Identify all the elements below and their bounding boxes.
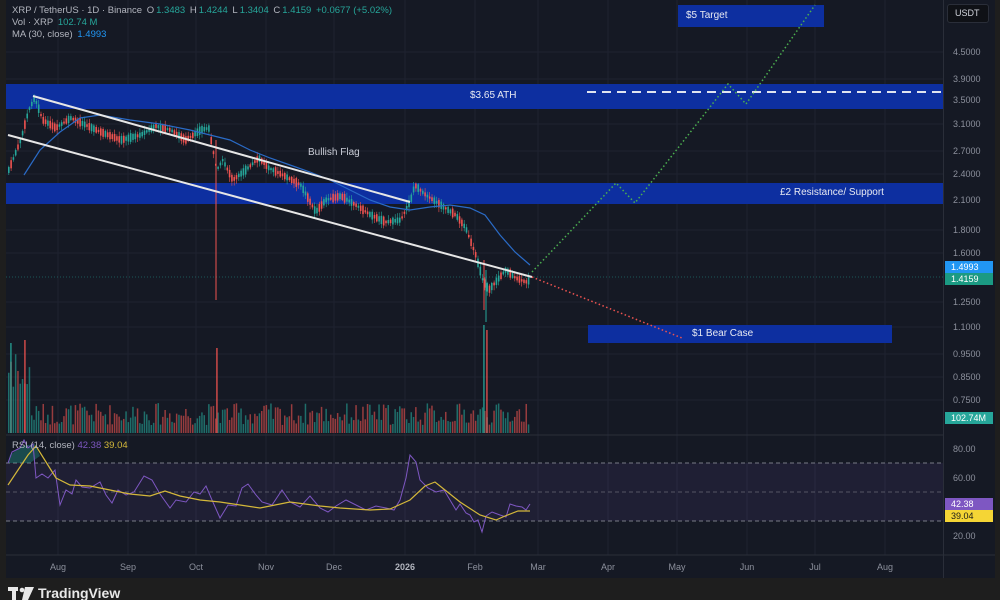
target-zone[interactable] bbox=[678, 5, 824, 27]
price-tick: 2.7000 bbox=[953, 146, 981, 156]
price-tick: 3.5000 bbox=[953, 95, 981, 105]
price-tick: 1.1000 bbox=[953, 322, 981, 332]
time-tick: Feb bbox=[467, 562, 483, 572]
time-tick: Apr bbox=[600, 562, 616, 572]
flag-lower-line[interactable] bbox=[7, 134, 533, 278]
time-tick: May bbox=[668, 562, 686, 572]
time-tick: Jul bbox=[809, 562, 821, 572]
footer bbox=[0, 578, 1000, 600]
rsi-line bbox=[7, 438, 531, 534]
price-tick: 0.9500 bbox=[953, 349, 981, 359]
bullish-flag-label[interactable]: Bullish Flag bbox=[308, 147, 360, 158]
price-tick: 0.7500 bbox=[953, 395, 981, 405]
rsi-legend-label[interactable]: RSI (14, close) bbox=[12, 440, 75, 451]
price-tick: 1.2500 bbox=[953, 297, 981, 307]
price-tick: 2.1000 bbox=[953, 195, 981, 205]
volume-bars[interactable] bbox=[8, 325, 530, 433]
price-tick: 3.9000 bbox=[953, 74, 981, 84]
ma-price-badge: 1.4993 bbox=[945, 261, 993, 273]
open-value: 1.3483 bbox=[156, 5, 186, 16]
price-tick: 4.5000 bbox=[953, 47, 981, 57]
rsi-tick: 20.00 bbox=[953, 531, 976, 541]
low-value: 1.3404 bbox=[239, 5, 269, 16]
time-tick: Nov bbox=[257, 562, 275, 572]
price-axis[interactable] bbox=[943, 0, 995, 578]
time-tick: Jun bbox=[739, 562, 755, 572]
bear-projection-path[interactable] bbox=[531, 276, 683, 339]
volume-legend-value: 102.74 M bbox=[57, 17, 98, 28]
bear-case-zone[interactable] bbox=[588, 325, 892, 343]
candlesticks[interactable] bbox=[8, 94, 530, 322]
ma-legend-label[interactable]: MA (30, close) bbox=[12, 29, 73, 40]
rsi-legend-value: 42.38 bbox=[77, 440, 102, 451]
rsi-tick: 60.00 bbox=[953, 473, 976, 483]
high-value: 1.4244 bbox=[198, 5, 228, 16]
target-label[interactable]: $5 Target bbox=[686, 10, 728, 21]
rsi-ma-line bbox=[7, 445, 530, 521]
last-price-badge: 1.4159 bbox=[945, 273, 993, 285]
change-value: +0.0677 (+5.02%) bbox=[315, 5, 393, 16]
brand-name: TradingView bbox=[38, 585, 121, 600]
price-tick: 0.8500 bbox=[953, 372, 981, 382]
rsi-tick: 80.00 bbox=[953, 444, 976, 454]
tradingview-logo[interactable]: TradingView bbox=[8, 585, 120, 600]
flag-upper-line[interactable] bbox=[32, 95, 411, 203]
volume-badge: 102.74M bbox=[945, 412, 993, 424]
price-tick: 1.8000 bbox=[953, 225, 981, 235]
rsi-badge: 42.38 bbox=[945, 498, 993, 510]
price-tick: 3.1000 bbox=[953, 119, 981, 129]
symbol-title[interactable]: XRP / TetherUS · 1D · Binance bbox=[12, 5, 143, 16]
bear-case-label[interactable]: $1 Bear Case bbox=[692, 328, 754, 339]
price-tick: 2.4000 bbox=[953, 169, 981, 179]
close-value: 1.4159 bbox=[282, 5, 312, 16]
ath-zone[interactable] bbox=[6, 84, 943, 109]
rsi-ma-legend-value: 39.04 bbox=[103, 440, 128, 451]
rsi-legend[interactable]: RSI (14, close) 42.38 39.04 bbox=[12, 440, 128, 451]
time-tick: Mar bbox=[530, 562, 546, 572]
chart-canvas[interactable] bbox=[0, 0, 1000, 578]
time-tick: 2026 bbox=[394, 562, 416, 572]
tradingview-icon bbox=[8, 586, 34, 600]
price-tick: 1.6000 bbox=[953, 248, 981, 258]
time-tick: Dec bbox=[325, 562, 343, 572]
currency-button[interactable]: USDT bbox=[947, 4, 989, 23]
time-tick: Aug bbox=[876, 562, 894, 572]
time-tick: Aug bbox=[49, 562, 67, 572]
ma-legend-value: 1.4993 bbox=[77, 29, 107, 40]
time-tick: Sep bbox=[119, 562, 137, 572]
bull-projection-path[interactable] bbox=[531, 4, 816, 273]
rsi-ma-badge: 39.04 bbox=[945, 510, 993, 522]
time-tick: Oct bbox=[188, 562, 204, 572]
ath-label[interactable]: $3.65 ATH bbox=[470, 90, 517, 101]
resistance-label[interactable]: £2 Resistance/ Support bbox=[780, 187, 884, 198]
volume-legend-label[interactable]: Vol · XRP bbox=[12, 17, 54, 28]
